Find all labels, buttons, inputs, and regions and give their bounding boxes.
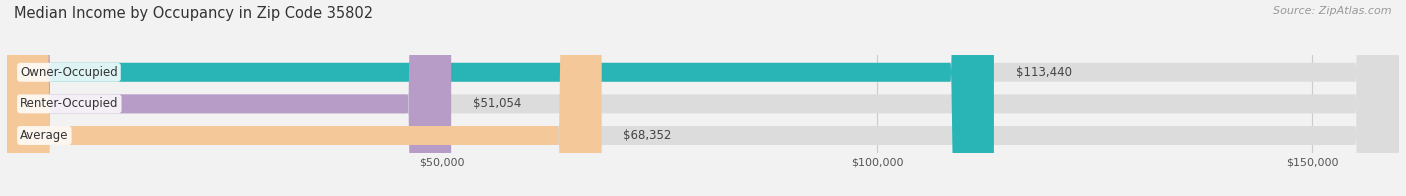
Text: Renter-Occupied: Renter-Occupied	[20, 97, 118, 110]
FancyBboxPatch shape	[7, 0, 1399, 196]
FancyBboxPatch shape	[7, 0, 451, 196]
Text: $113,440: $113,440	[1015, 66, 1071, 79]
FancyBboxPatch shape	[7, 0, 602, 196]
Text: $68,352: $68,352	[623, 129, 672, 142]
FancyBboxPatch shape	[7, 0, 1399, 196]
FancyBboxPatch shape	[7, 0, 994, 196]
Text: $51,054: $51,054	[472, 97, 522, 110]
Text: Source: ZipAtlas.com: Source: ZipAtlas.com	[1274, 6, 1392, 16]
Text: Median Income by Occupancy in Zip Code 35802: Median Income by Occupancy in Zip Code 3…	[14, 6, 373, 21]
FancyBboxPatch shape	[7, 0, 1399, 196]
Text: Owner-Occupied: Owner-Occupied	[20, 66, 118, 79]
Text: Average: Average	[20, 129, 69, 142]
